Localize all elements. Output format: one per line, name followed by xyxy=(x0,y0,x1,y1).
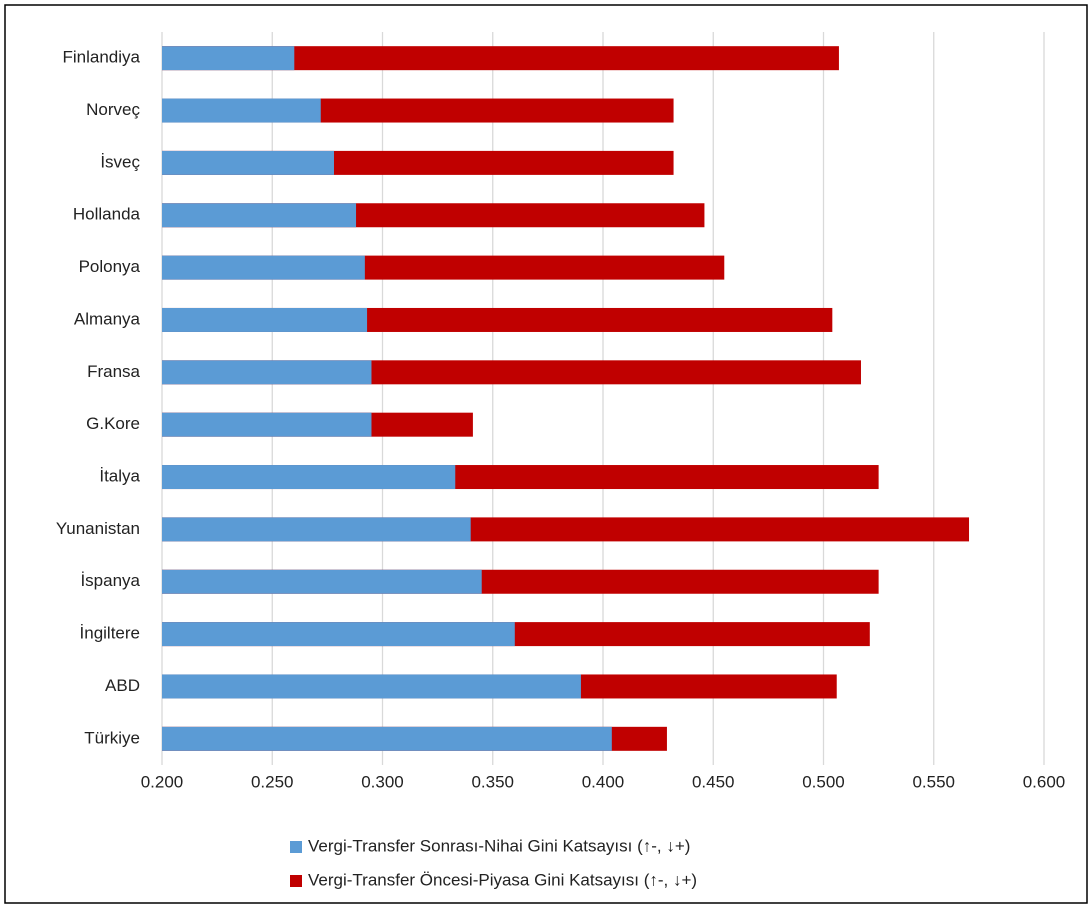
bar xyxy=(162,307,368,332)
x-tick-label: 0.400 xyxy=(582,772,625,791)
x-tick-label: 0.550 xyxy=(912,772,955,791)
y-tick-label: Polonya xyxy=(79,257,141,276)
y-tick-label: Hollanda xyxy=(73,205,141,224)
y-tick-label: İspanya xyxy=(80,571,140,590)
y-tick-label: Almanya xyxy=(74,309,141,328)
legend-label: Vergi-Transfer Öncesi-Piyasa Gini Katsay… xyxy=(308,870,697,889)
x-tick-label: 0.350 xyxy=(471,772,514,791)
y-tick-label: Norveç xyxy=(86,100,140,119)
bar xyxy=(162,150,334,175)
x-tick-label: 0.250 xyxy=(251,772,294,791)
x-tick-label: 0.450 xyxy=(692,772,735,791)
bar xyxy=(162,622,515,647)
bar xyxy=(162,569,482,594)
legend-swatch xyxy=(290,875,302,887)
bar xyxy=(162,360,372,385)
y-tick-label: İngiltere xyxy=(80,624,140,643)
y-tick-label: İtalya xyxy=(99,467,140,486)
y-tick-label: İsveç xyxy=(100,152,140,171)
y-tick-label: G.Kore xyxy=(86,414,140,433)
y-tick-label: Fransa xyxy=(87,362,140,381)
bar xyxy=(162,412,372,437)
bar xyxy=(162,726,612,751)
y-tick-label: Finlandiya xyxy=(63,48,141,67)
bar xyxy=(162,203,357,228)
x-tick-label: 0.200 xyxy=(141,772,184,791)
bar xyxy=(162,674,581,699)
x-tick-label: 0.500 xyxy=(802,772,845,791)
legend-label: Vergi-Transfer Sonrası-Nihai Gini Katsay… xyxy=(308,836,690,855)
bar xyxy=(162,255,365,280)
y-tick-label: ABD xyxy=(105,676,140,695)
bar xyxy=(162,46,295,71)
chart-frame xyxy=(4,4,1088,904)
bar xyxy=(162,465,456,490)
bar xyxy=(162,98,321,123)
legend-swatch xyxy=(290,841,302,853)
bar xyxy=(162,517,471,542)
x-tick-label: 0.600 xyxy=(1023,772,1066,791)
y-tick-label: Türkiye xyxy=(84,728,140,747)
y-tick-label: Yunanistan xyxy=(56,519,140,538)
x-tick-label: 0.300 xyxy=(361,772,404,791)
